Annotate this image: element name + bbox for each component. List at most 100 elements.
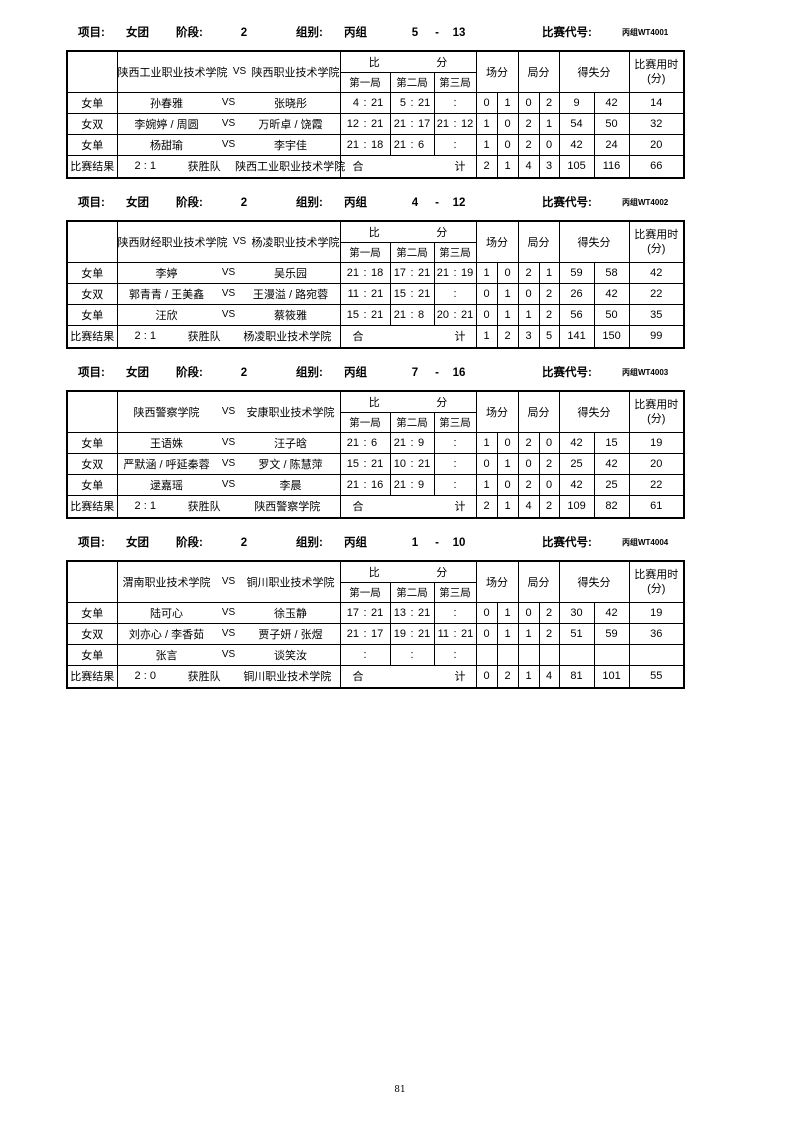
game3-home-score: 11 (437, 627, 450, 640)
points-header: 得失分 (558, 390, 630, 433)
game1-away-score: 17 (371, 627, 384, 640)
score-colon: : (363, 266, 367, 279)
players-vs-label: VS (221, 118, 236, 129)
player-away: 徐玉静 (274, 607, 307, 620)
result-label: 比赛结果 (66, 324, 118, 349)
total-match-points-away: 2 (496, 324, 519, 349)
game3-score: : (433, 452, 477, 475)
winner-label: 获胜队 (187, 161, 221, 174)
total-points-away: 101 (593, 664, 630, 689)
total-duration: 61 (628, 494, 685, 519)
game-points-home: 0 (517, 601, 540, 624)
event-value: 女团 (126, 537, 149, 549)
match-points-away: 0 (496, 112, 519, 135)
players-cell: 陆可心 VS 徐玉静 (116, 601, 341, 624)
stage-label: 阶段: (176, 537, 203, 549)
total-label-right: 计 (454, 501, 466, 514)
game1-away-score: 18 (371, 138, 384, 151)
match-row-3: 女单 汪欣 VS 蔡筱雅 15:21 21:8 20:21 0 1 1 2 56… (66, 303, 685, 326)
match-points-home: 1 (475, 473, 498, 496)
game3-away-score: 12 (461, 117, 474, 130)
duration-header-line1: 比赛用时 (634, 228, 679, 241)
score-header-cell: 比 分 (339, 560, 477, 583)
total-match-points-away: 2 (496, 664, 519, 689)
players-cell: 李婷 VS 吴乐园 (116, 261, 341, 284)
row-type: 女单 (66, 643, 118, 666)
match-code-value: 丙组WT4003 (622, 368, 669, 377)
game2-header: 第二局 (389, 71, 435, 93)
game2-home-score: 10 (393, 457, 406, 470)
teams-cell: 陕西工业职业技术学院 VS 陕西职业技术学院 (116, 50, 341, 93)
group-label: 组别: (296, 537, 323, 549)
match-points-away: 0 (496, 473, 519, 496)
score-colon: : (363, 308, 367, 321)
game-points-away: 1 (538, 261, 560, 284)
players-vs-label: VS (221, 479, 236, 490)
players-vs-label: VS (221, 139, 236, 150)
player-home: 王语姝 (150, 437, 183, 450)
row-type: 女单 (66, 431, 118, 454)
game3-header: 第三局 (433, 411, 477, 433)
players-vs-label: VS (221, 628, 236, 639)
result-row: 比赛结果 2 : 1 获胜队 杨凌职业技术学院 合 计 1 2 3 (66, 324, 685, 349)
game1-home-score: 21 (346, 627, 359, 640)
points-away: 50 (593, 112, 630, 135)
game-points-away: 2 (538, 622, 560, 645)
game1-away-score: 21 (371, 287, 384, 300)
duration-value: 20 (628, 452, 685, 475)
game3-score: : (433, 133, 477, 156)
score-colon: : (410, 627, 414, 640)
score-colon: : (453, 627, 457, 640)
match-row-1: 女单 李婷 VS 吴乐园 21:18 17:21 21:19 1 0 2 1 5… (66, 261, 685, 284)
total-game-points-away: 2 (538, 494, 560, 519)
stage-value: 2 (240, 27, 248, 39)
game-points-home: 0 (517, 282, 540, 305)
game2-away-score: 9 (418, 436, 425, 449)
player-home: 严默涵 / 呼延秦蓉 (123, 458, 210, 471)
game-points-home (517, 643, 540, 666)
duration-value: 36 (628, 622, 685, 645)
winner-name: 铜川职业技术学院 (243, 671, 332, 684)
score-colon: : (453, 138, 457, 151)
players-vs-label: VS (221, 607, 236, 618)
match-points-home: 0 (475, 91, 498, 114)
players-vs-label: VS (221, 649, 236, 660)
players-cell: 严默涵 / 呼延秦蓉 VS 罗文 / 陈慧萍 (116, 452, 341, 475)
group-value: 丙组 (344, 367, 367, 379)
total-duration: 55 (628, 664, 685, 689)
points-home: 42 (558, 431, 595, 454)
row-type: 女单 (66, 601, 118, 624)
game2-home-score: 21 (393, 436, 406, 449)
item-label: 项目: (78, 537, 105, 549)
score-header-fen: 分 (436, 566, 448, 579)
score-colon: : (410, 287, 414, 300)
match-row-1: 女单 孙春雅 VS 张晓彤 4:21 5:21 : 0 1 0 2 9 42 1… (66, 91, 685, 114)
event-value: 女团 (126, 27, 149, 39)
points-away (593, 643, 630, 666)
player-away: 吴乐园 (274, 267, 307, 280)
match-meta: 项目: 女团 阶段: 2 组别: 丙组 1 - 10 比赛代号: 丙组WT400… (66, 535, 683, 551)
match-points-away: 0 (496, 431, 519, 454)
game2-away-score: 17 (418, 117, 431, 130)
teams-cell: 陕西警察学院 VS 安康职业技术学院 (116, 390, 341, 433)
match-table: 陕西警察学院 VS 安康职业技术学院 比 分 场分 局分 得失分 比赛用时 ( (66, 390, 686, 519)
team-home-name: 渭南职业技术学院 (122, 576, 211, 589)
score-colon: : (453, 287, 457, 300)
duration-value: 19 (628, 431, 685, 454)
item-label: 项目: (78, 27, 105, 39)
match-block: 项目: 女团 阶段: 2 组别: 丙组 1 - 10 比赛代号: 丙组WT400… (66, 535, 686, 689)
game2-score: : (389, 643, 435, 666)
score-colon: : (410, 457, 414, 470)
score-colon: : (410, 478, 414, 491)
points-home: 51 (558, 622, 595, 645)
score-header-fen: 分 (436, 56, 448, 69)
score-colon: : (453, 648, 457, 661)
draw-number-right: 10 (452, 537, 466, 549)
result-cell: 2 : 1 获胜队 陕西工业职业技术学院 (116, 154, 345, 179)
game2-away-score: 6 (418, 138, 425, 151)
total-game-points-home: 1 (517, 664, 540, 689)
stage-value: 2 (240, 367, 248, 379)
match-table: 陕西财经职业技术学院 VS 杨凌职业技术学院 比 分 场分 局分 得失分 比赛用… (66, 220, 686, 349)
duration-header: 比赛用时 (分) (628, 560, 685, 603)
game2-away-score: 8 (418, 308, 425, 321)
